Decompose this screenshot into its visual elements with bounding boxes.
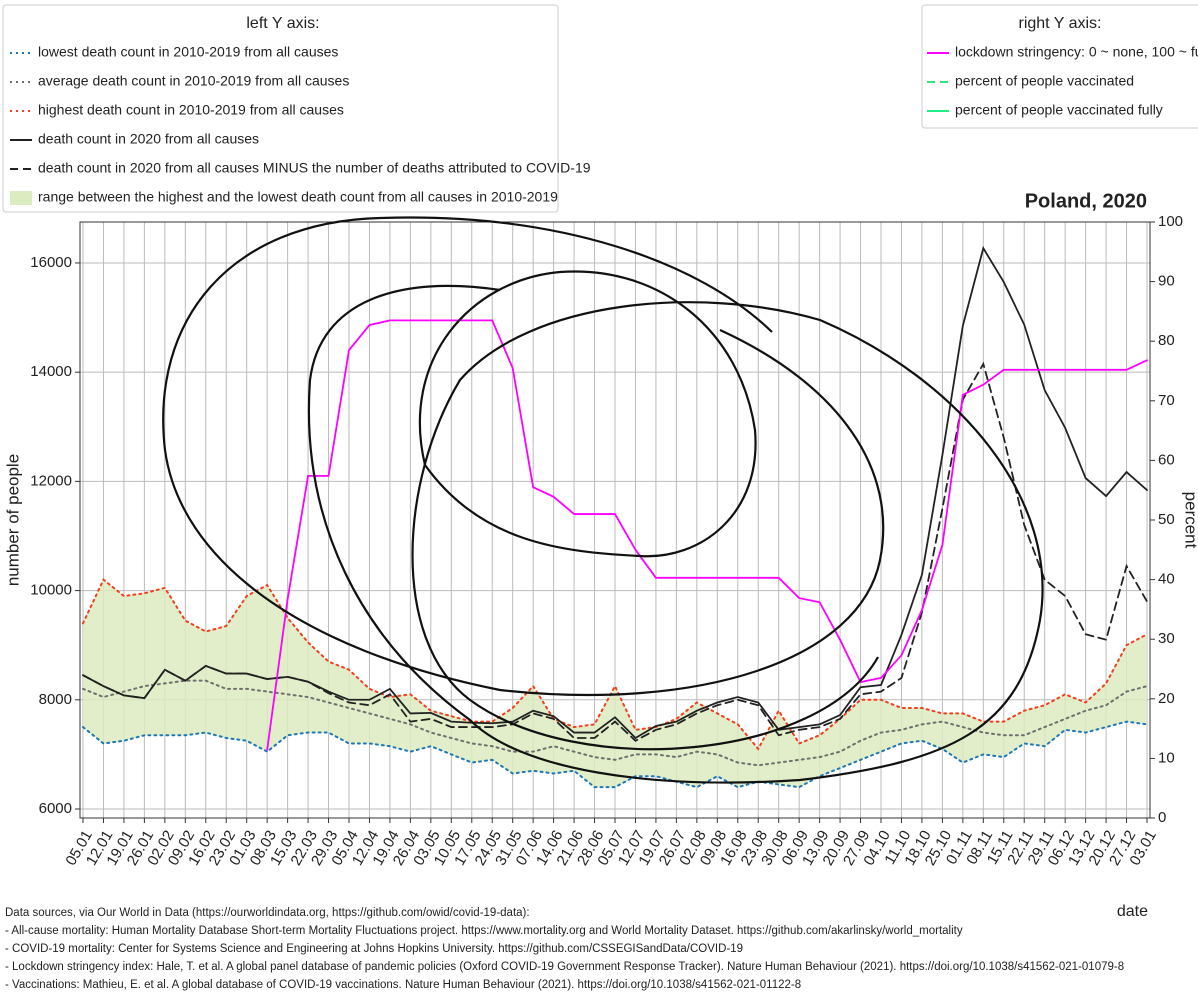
scribble [162, 216, 885, 697]
scribble [418, 270, 757, 558]
legend-label: range between the highest and the lowest… [38, 189, 558, 205]
legends: left Y axis: right Y axis: lowest death … [2, 4, 1198, 213]
legend-label: lockdown stringency: 0 ~ none, 100 ~ ful… [955, 44, 1198, 60]
y2-axis-label: percent [1182, 492, 1198, 549]
y2-tick-label: 10 [1158, 749, 1175, 766]
y2-tick-label: 20 [1158, 690, 1175, 707]
y-tick-label: 14000 [30, 363, 72, 380]
y2-tick-label: 0 [1158, 809, 1166, 826]
y-tick-label: 12000 [30, 472, 72, 489]
source-note: - All-cause mortality: Human Mortality D… [5, 925, 963, 937]
y2-tick-label: 90 [1158, 273, 1175, 290]
series-line [82, 720, 1148, 789]
y-tick-label: 6000 [39, 800, 72, 817]
scribble [307, 284, 1044, 784]
series-line [82, 361, 1148, 742]
y2-tick-label: 30 [1158, 630, 1175, 647]
notes: Data sources, via Our World in Data (htt… [5, 907, 1124, 991]
source-note: - Lockdown stringency index: Hale, T. et… [5, 961, 1124, 973]
plot [82, 245, 1148, 789]
source-note: Data sources, via Our World in Data (htt… [5, 907, 530, 919]
y-tick-label: 16000 [30, 254, 72, 271]
source-note: - Vaccinations: Mathieu, E. et al. A glo… [5, 979, 801, 991]
y-axis-label: number of people [3, 454, 22, 586]
scribbles [162, 216, 1044, 784]
legend-label: highest death count in 2010-2019 from al… [38, 102, 344, 118]
legend-title: right Y axis: [1018, 15, 1101, 32]
grid: 05.0112.0119.0126.0102.0209.0216.0223.02… [30, 213, 1183, 869]
legend-label: average death count in 2010-2019 from al… [38, 73, 349, 89]
y2-tick-label: 40 [1158, 571, 1175, 588]
y2-tick-label: 100 [1158, 213, 1183, 230]
legend-label: lowest death count in 2010-2019 from all… [38, 44, 338, 60]
legend-label: death count in 2020 from all causes [38, 131, 259, 147]
chart-title: Poland, 2020 [1025, 190, 1147, 212]
right-legend-box [921, 4, 1198, 129]
series-line [266, 319, 1148, 751]
y-tick-label: 8000 [39, 691, 72, 708]
y2-tick-label: 70 [1158, 392, 1175, 409]
range-area [83, 579, 1147, 788]
y2-tick-label: 50 [1158, 511, 1175, 528]
series-line [82, 578, 1148, 751]
y2-tick-label: 60 [1158, 451, 1175, 468]
left-legend-box [2, 4, 559, 213]
x-axis-label: date [1117, 903, 1148, 920]
source-note: - COVID-19 mortality: Center for Systems… [5, 943, 743, 955]
y2-tick-label: 80 [1158, 332, 1175, 349]
y-tick-label: 10000 [30, 582, 72, 599]
legend-label: percent of people vaccinated [955, 73, 1134, 89]
plot-frame [79, 221, 1151, 819]
legend-label: death count in 2020 from all causes MINU… [38, 160, 591, 176]
legend-label: percent of people vaccinated fully [955, 102, 1163, 118]
legend-title: left Y axis: [246, 15, 319, 32]
series-line [82, 245, 1148, 740]
series-line [82, 679, 1148, 767]
legend-swatch [10, 191, 32, 205]
